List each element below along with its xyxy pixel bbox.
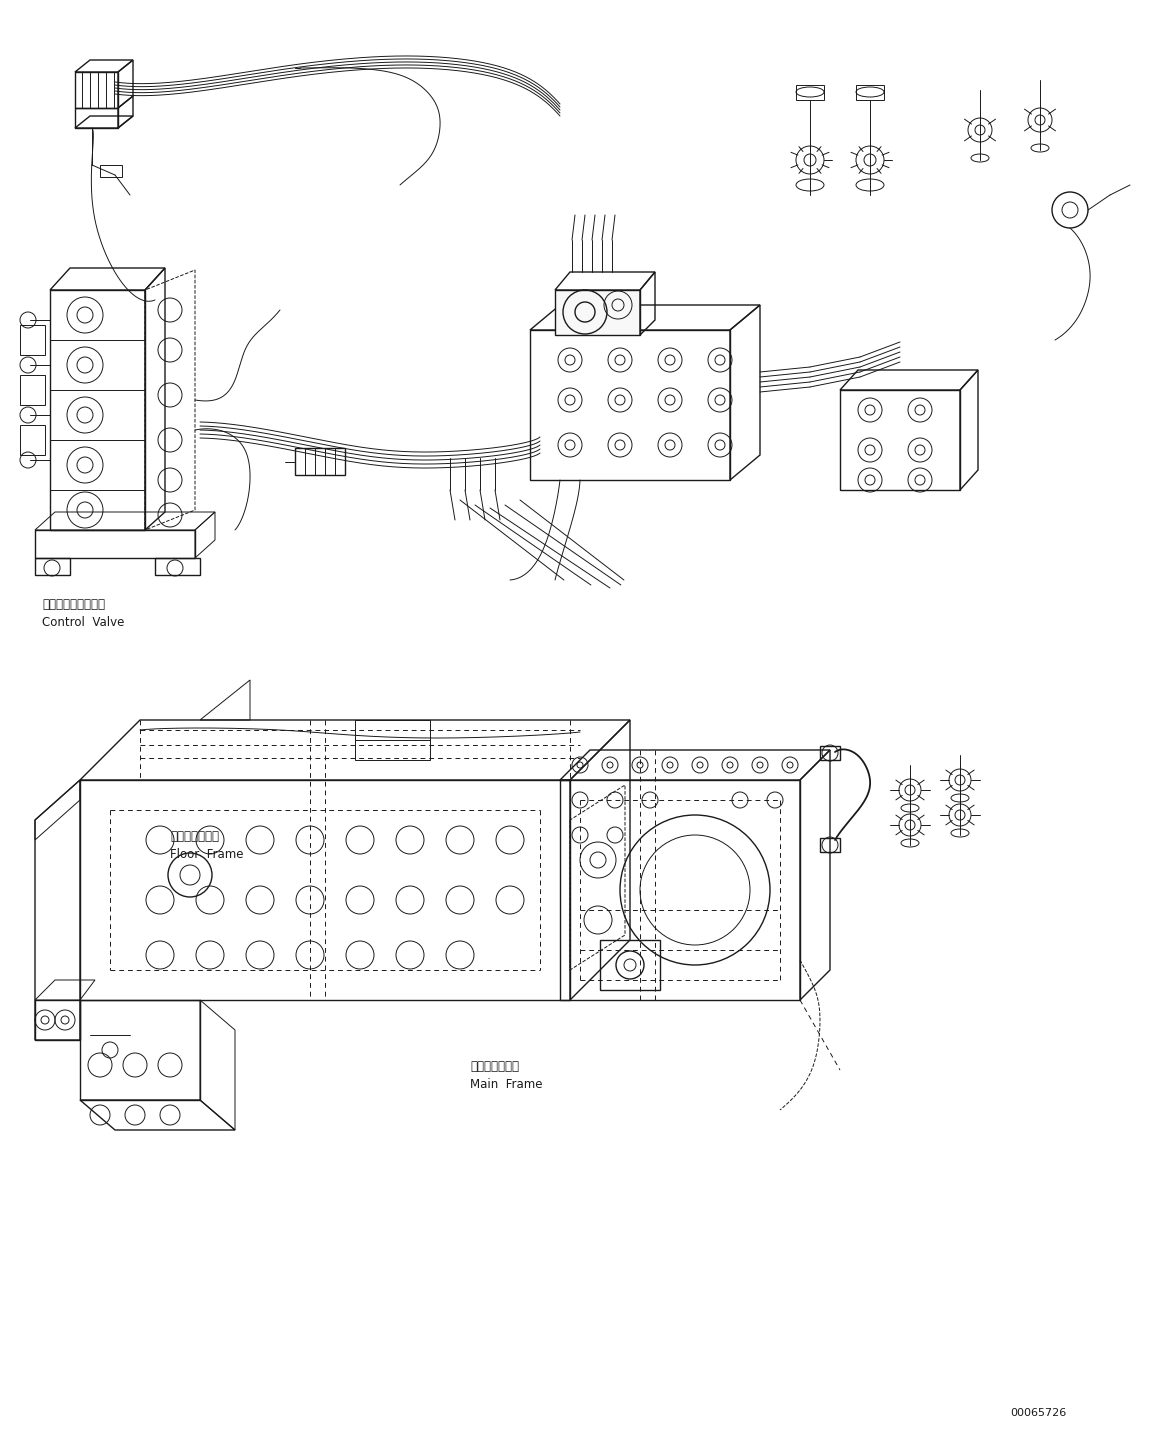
Polygon shape: [555, 290, 640, 336]
Text: フロアフレーム: フロアフレーム: [170, 830, 219, 843]
Bar: [820, 837, 840, 852]
Bar: [820, 746, 840, 760]
Text: 00065726: 00065726: [1009, 1408, 1066, 1418]
Bar: [100, 165, 122, 176]
Text: コントロールバルブ: コントロールバルブ: [42, 598, 105, 611]
Text: Main  Frame: Main Frame: [470, 1078, 542, 1091]
Text: Floor  Frame: Floor Frame: [170, 847, 243, 860]
Text: Control  Valve: Control Valve: [42, 617, 124, 630]
Text: メインフレーム: メインフレーム: [470, 1060, 519, 1073]
